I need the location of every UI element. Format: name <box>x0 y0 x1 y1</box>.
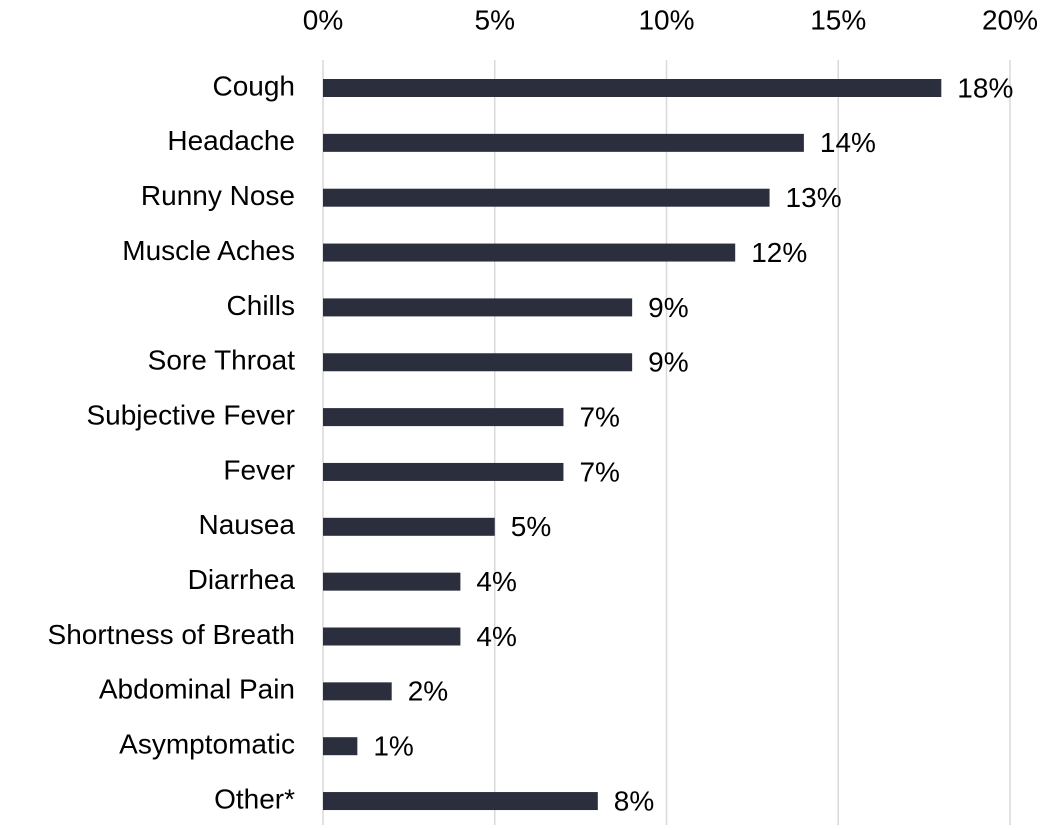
bar <box>323 188 770 207</box>
value-label: 4% <box>476 621 516 652</box>
x-tick-label: 10% <box>638 4 694 35</box>
y-tick-label: Sore Throat <box>148 345 296 376</box>
y-tick-label: Muscle Aches <box>122 235 295 266</box>
value-label: 9% <box>648 292 688 323</box>
bar <box>323 572 461 591</box>
value-label: 12% <box>751 237 807 268</box>
x-tick-label: 15% <box>810 4 866 35</box>
y-tick-label: Abdominal Pain <box>99 674 295 705</box>
bar <box>323 353 633 372</box>
bar <box>323 627 461 646</box>
y-tick-label: Diarrhea <box>188 564 296 595</box>
value-label: 5% <box>511 511 551 542</box>
y-tick-label: Headache <box>167 125 295 156</box>
value-label: 8% <box>614 785 654 816</box>
bar <box>323 682 392 701</box>
x-tick-label: 20% <box>982 4 1038 35</box>
x-tick-label: 5% <box>475 4 515 35</box>
bar <box>323 517 495 536</box>
value-label: 7% <box>579 401 619 432</box>
y-tick-label: Shortness of Breath <box>48 619 295 650</box>
bar <box>323 133 804 152</box>
value-label: 2% <box>408 676 448 707</box>
bar <box>323 792 598 811</box>
value-label: 1% <box>373 731 413 762</box>
bar <box>323 243 736 262</box>
y-tick-label: Subjective Fever <box>86 399 295 430</box>
value-label: 14% <box>820 127 876 158</box>
bar <box>323 408 564 427</box>
y-tick-label: Runny Nose <box>141 180 295 211</box>
y-tick-label: Chills <box>227 290 295 321</box>
y-tick-label: Fever <box>223 454 295 485</box>
y-tick-label: Cough <box>212 70 295 101</box>
y-tick-label: Other* <box>214 783 295 814</box>
value-label: 7% <box>579 456 619 487</box>
value-label: 4% <box>476 566 516 597</box>
x-tick-label: 0% <box>303 4 343 35</box>
bar <box>323 79 942 97</box>
bar <box>323 737 358 756</box>
y-tick-label: Nausea <box>198 509 295 540</box>
bar <box>323 462 564 481</box>
value-label: 18% <box>957 72 1013 103</box>
y-tick-label: Asymptomatic <box>119 729 295 760</box>
value-label: 9% <box>648 347 688 378</box>
value-label: 13% <box>786 182 842 213</box>
bar <box>323 298 633 317</box>
